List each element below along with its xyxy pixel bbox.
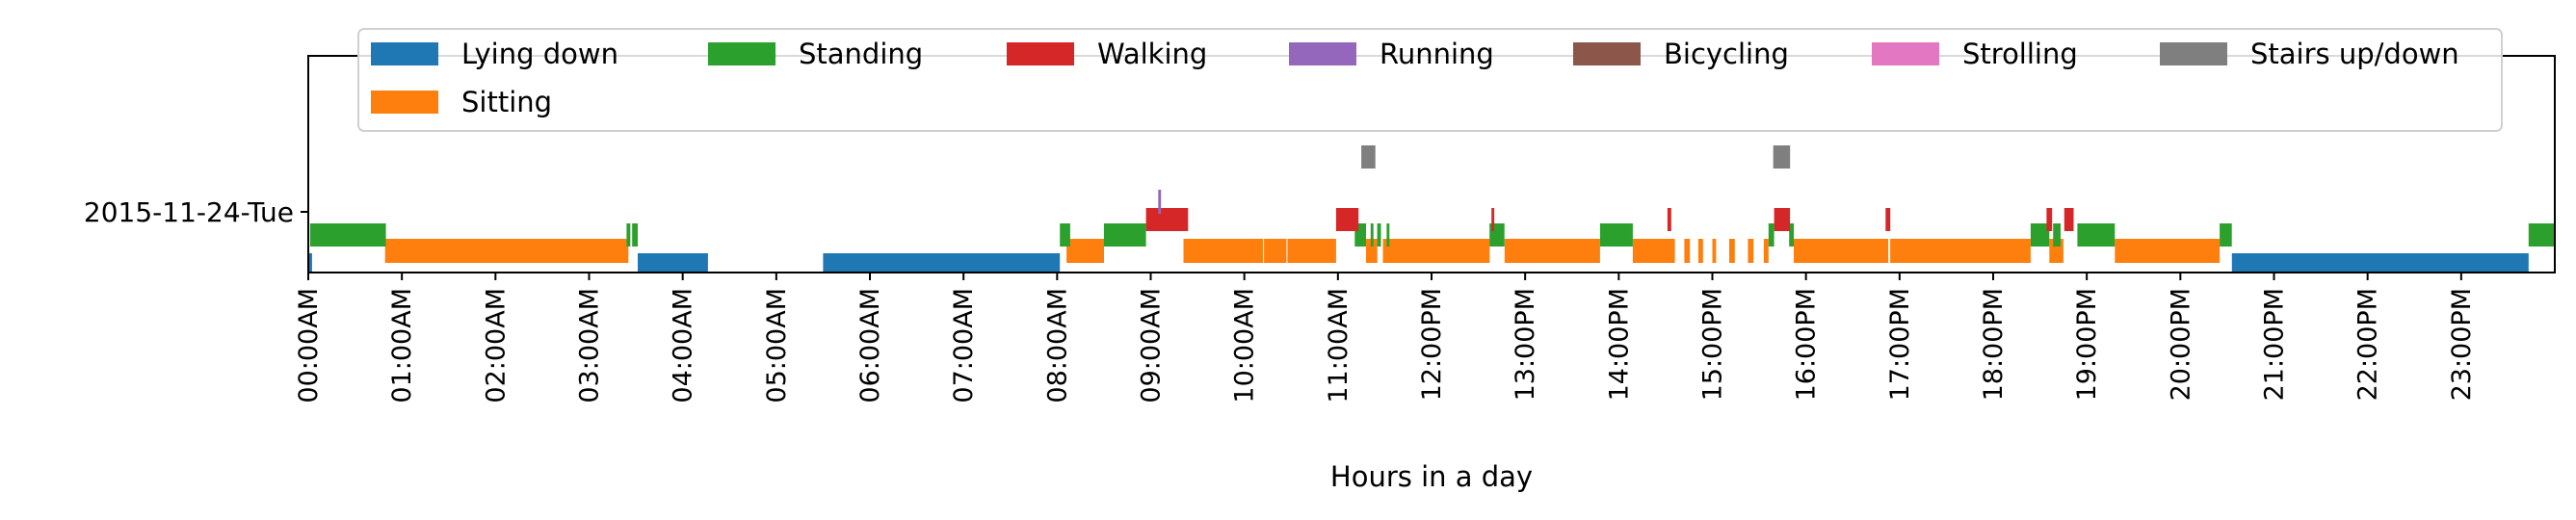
bar-sitting bbox=[1264, 239, 1287, 263]
legend-swatch-walking bbox=[1007, 42, 1074, 65]
bar-standing bbox=[1599, 223, 1633, 247]
legend-swatch-strolling bbox=[1872, 42, 1939, 65]
legend-swatch-running bbox=[1289, 42, 1356, 65]
bar-walking bbox=[1145, 208, 1189, 231]
legend-swatch-bicycling bbox=[1573, 42, 1641, 65]
legend-label-strolling: Strolling bbox=[1962, 38, 2078, 70]
bar-standing bbox=[2030, 223, 2050, 247]
x-tick-label: 04:00AM bbox=[669, 288, 698, 403]
bar-stairs-up-down bbox=[1773, 145, 1791, 169]
bar-sitting bbox=[1748, 239, 1754, 263]
bar-standing bbox=[1103, 223, 1146, 247]
x-tick-label: 22:00PM bbox=[2353, 288, 2383, 401]
bar-sitting bbox=[1382, 239, 1490, 263]
bar-walking bbox=[1335, 208, 1359, 231]
bar-standing bbox=[2220, 223, 2232, 247]
x-tick-label: 05:00AM bbox=[762, 288, 792, 403]
legend-label-bicycling: Bicycling bbox=[1664, 38, 1789, 70]
y-tick-label-date: 2015-11-24-Tue bbox=[84, 196, 294, 228]
x-tick-label: 21:00PM bbox=[2260, 288, 2290, 401]
legend-label-stairs-up-down: Stairs up/down bbox=[2250, 38, 2459, 70]
legend-frame bbox=[357, 28, 2503, 132]
x-tick-label: 17:00PM bbox=[1885, 288, 1915, 401]
x-axis: 00:00AM 01:00AM 02:00AM 03:00AM 04:00AM 05:00… bbox=[294, 273, 2477, 403]
legend-label-running: Running bbox=[1380, 38, 1494, 70]
legend-swatch-standing bbox=[708, 42, 775, 65]
x-tick-label: 23:00PM bbox=[2447, 288, 2477, 401]
legend-swatch-sitting bbox=[371, 91, 438, 114]
x-tick-label: 09:00AM bbox=[1137, 288, 1167, 403]
legend-label-standing: Standing bbox=[799, 38, 923, 70]
bar-walking bbox=[1667, 208, 1671, 231]
x-tick-label: 07:00AM bbox=[949, 288, 979, 403]
x-tick-label: 08:00AM bbox=[1042, 288, 1072, 403]
x-tick-label: 18:00PM bbox=[1979, 288, 2009, 401]
bar-sitting bbox=[1712, 239, 1717, 263]
bar-walking bbox=[1885, 208, 1891, 231]
bar-walking bbox=[2046, 208, 2053, 231]
bar-standing bbox=[1354, 223, 1366, 247]
x-axis-label: Hours in a day bbox=[1330, 460, 1533, 493]
bar-walking bbox=[1774, 208, 1791, 231]
bar-standing bbox=[1768, 223, 1774, 247]
bar-standing bbox=[1060, 223, 1070, 247]
bar-standing bbox=[1789, 223, 1795, 247]
x-tick-label: 02:00AM bbox=[481, 288, 511, 403]
bar-sitting bbox=[1890, 239, 2031, 263]
bar-lying-down bbox=[823, 253, 1061, 273]
bar-sitting bbox=[1183, 239, 1264, 263]
x-tick-label: 01:00AM bbox=[387, 288, 417, 403]
bar-running bbox=[1158, 190, 1162, 214]
x-tick-label: 10:00AM bbox=[1230, 288, 1260, 403]
x-tick-label: 20:00PM bbox=[2166, 288, 2195, 401]
x-tick-label: 13:00PM bbox=[1511, 288, 1540, 401]
bar-sitting bbox=[1632, 239, 1675, 263]
bar-sitting bbox=[1684, 239, 1691, 263]
bar-lying-down bbox=[2231, 253, 2529, 273]
x-tick-label: 14:00PM bbox=[1604, 288, 1634, 401]
bar-standing bbox=[1377, 223, 1381, 247]
bar-standing bbox=[2077, 223, 2116, 247]
bar-sitting bbox=[1763, 239, 1769, 263]
activity-bars bbox=[308, 145, 2555, 273]
bar-sitting bbox=[1287, 239, 1336, 263]
legend-label-sitting: Sitting bbox=[461, 86, 552, 118]
bar-sitting bbox=[1066, 239, 1104, 263]
x-tick-label: 03:00AM bbox=[575, 288, 605, 403]
bar-sitting bbox=[1697, 239, 1703, 263]
bar-sitting bbox=[1794, 239, 1889, 263]
x-tick-label: 00:00AM bbox=[294, 288, 324, 403]
bar-standing bbox=[1386, 223, 1390, 247]
bar-standing bbox=[2053, 223, 2061, 247]
x-tick-label: 19:00PM bbox=[2072, 288, 2102, 401]
bar-standing bbox=[626, 223, 631, 247]
x-tick-label: 15:00PM bbox=[1698, 288, 1728, 401]
x-tick-label: 12:00PM bbox=[1417, 288, 1447, 401]
legend: Lying down Standing Walking Running Bicyclin… bbox=[357, 28, 2503, 132]
bar-sitting bbox=[1504, 239, 1600, 263]
bar-sitting bbox=[1366, 239, 1378, 263]
x-tick-label: 16:00PM bbox=[1792, 288, 1822, 401]
bar-standing bbox=[309, 223, 386, 247]
legend-swatch-stairs-up-down bbox=[2160, 42, 2227, 65]
bar-lying-down bbox=[308, 253, 312, 273]
bar-walking bbox=[1491, 208, 1495, 231]
bar-sitting bbox=[1729, 239, 1735, 263]
bar-walking bbox=[2063, 208, 2074, 231]
bar-sitting bbox=[2115, 239, 2221, 263]
bar-standing bbox=[632, 223, 638, 247]
legend-swatch-lying-down bbox=[371, 42, 438, 65]
bar-standing bbox=[1370, 223, 1374, 247]
bar-stairs-up-down bbox=[1361, 145, 1376, 169]
bar-sitting bbox=[384, 239, 629, 263]
x-tick-label: 06:00AM bbox=[855, 288, 885, 403]
legend-label-walking: Walking bbox=[1097, 38, 1207, 70]
legend-label-lying-down: Lying down bbox=[461, 38, 618, 70]
x-tick-label: 11:00AM bbox=[1324, 288, 1354, 403]
bar-lying-down bbox=[638, 253, 708, 273]
bar-standing bbox=[2528, 223, 2555, 247]
